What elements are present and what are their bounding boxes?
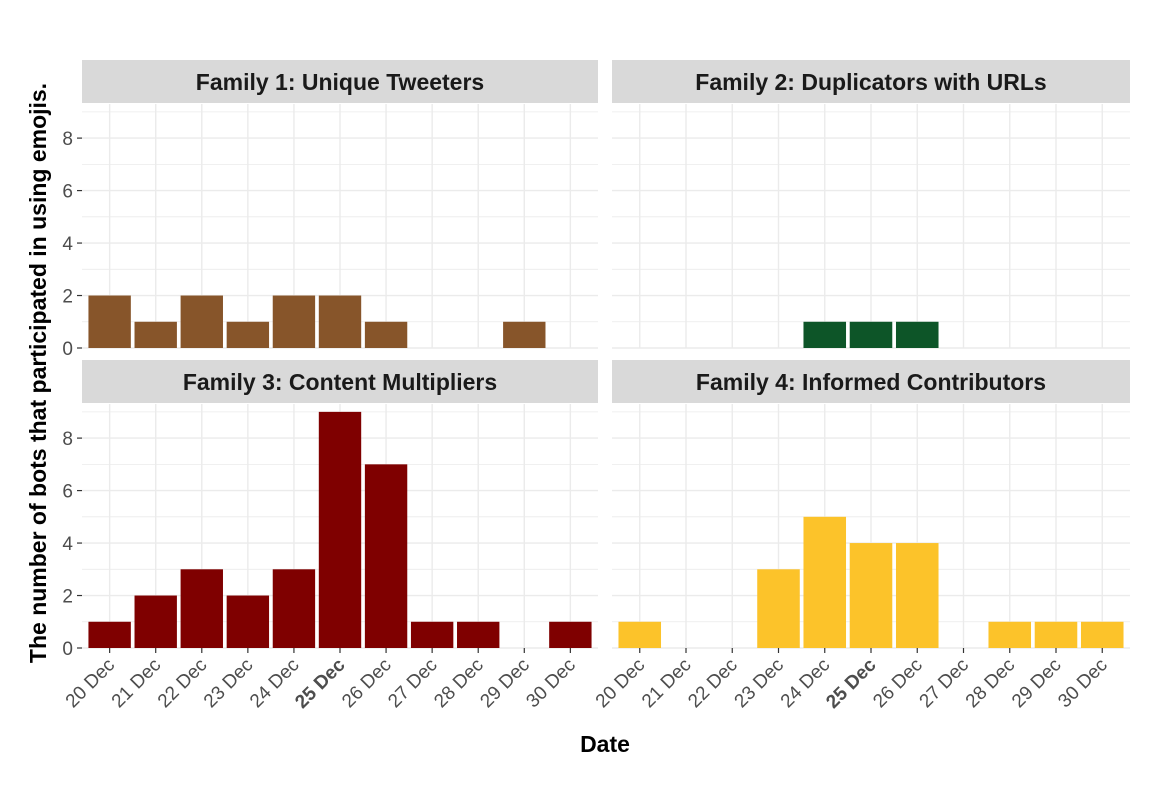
y-tick-label: 4: [62, 534, 73, 555]
y-tick-label: 2: [62, 587, 73, 608]
facet-strip: [612, 60, 1130, 103]
x-tick-label-27-dec: 27 Dec: [916, 655, 973, 712]
x-tick-label-29-dec: 29 Dec: [1008, 655, 1065, 712]
x-tick-label-28-dec: 28 Dec: [430, 655, 487, 712]
facet-title: Family 4: Informed Contributors: [696, 369, 1046, 395]
x-tick-label-24-dec: 24 Dec: [246, 655, 303, 712]
y-tick-label: 8: [62, 429, 73, 450]
x-tick-label-20-dec: 20 Dec: [62, 655, 119, 712]
x-tick-label-22-dec: 22 Dec: [154, 655, 211, 712]
facet-panels: Family 1: Unique Tweeters 0 2 4 6 8 Family 2: …: [62, 60, 1130, 660]
x-tick-label-30-dec: 30 Dec: [522, 655, 579, 712]
bar-25-dec: [849, 543, 893, 648]
bar-21-dec: [134, 595, 177, 648]
bar-20-dec: [88, 621, 131, 648]
x-tick-label-26-dec: 26 Dec: [869, 655, 926, 712]
bar-26-dec: [895, 321, 939, 348]
facet-panel-4: Family 4: Informed Contributors: [612, 360, 1130, 649]
bar-20-dec: [88, 295, 131, 348]
bar-26-dec: [895, 543, 939, 648]
bar-28-dec: [457, 621, 500, 648]
bar-30-dec: [549, 621, 592, 648]
facet-strip: [82, 60, 598, 103]
bar-20-dec: [618, 621, 662, 648]
facet-title: Family 2: Duplicators with URLs: [695, 69, 1046, 95]
bar-22-dec: [180, 569, 223, 648]
x-tick-label-21-dec: 21 Dec: [638, 655, 695, 712]
x-tick-label-25-dec: 25 Dec: [822, 654, 880, 712]
x-tick-label-20-dec: 20 Dec: [592, 655, 649, 712]
x-tick-label-23-dec: 23 Dec: [200, 655, 257, 712]
x-tick-label-26-dec: 26 Dec: [338, 655, 395, 712]
bar-26-dec: [364, 464, 408, 648]
bar-26-dec: [364, 321, 408, 348]
bar-24-dec: [803, 516, 847, 648]
y-tick-label: 6: [62, 182, 73, 203]
bar-25-dec: [849, 321, 893, 348]
y-tick-label: 0: [62, 339, 73, 360]
y-tick-label: 0: [62, 639, 73, 660]
x-tick-label-22-dec: 22 Dec: [684, 655, 741, 712]
bar-22-dec: [180, 295, 223, 348]
bar-24-dec: [272, 295, 316, 348]
x-axis-title: Date: [580, 731, 630, 757]
x-tick-label-30-dec: 30 Dec: [1054, 655, 1111, 712]
y-tick-label: 4: [62, 234, 73, 255]
x-tick-label-29-dec: 29 Dec: [476, 655, 533, 712]
bar-21-dec: [134, 321, 177, 348]
x-tick-label-28-dec: 28 Dec: [962, 655, 1019, 712]
bar-30-dec: [1080, 621, 1124, 648]
bar-23-dec: [226, 595, 270, 648]
bar-28-dec: [988, 621, 1032, 648]
x-tick-label-24-dec: 24 Dec: [777, 655, 834, 712]
bar-25-dec: [318, 411, 362, 648]
bar-29-dec: [503, 321, 546, 348]
bar-23-dec: [757, 569, 800, 648]
facet-strip: [82, 360, 598, 403]
bar-24-dec: [803, 321, 847, 348]
facet-panel-2: Family 2: Duplicators with URLs: [612, 60, 1130, 349]
facet-title: Family 3: Content Multipliers: [183, 369, 497, 395]
x-tick-label-25-dec: 25 Dec: [291, 654, 349, 712]
facet-title: Family 1: Unique Tweeters: [196, 69, 484, 95]
facet-panel-1: Family 1: Unique Tweeters 0 2 4 6 8: [62, 60, 598, 360]
y-tick-label: 6: [62, 482, 73, 503]
x-tick-label-27-dec: 27 Dec: [384, 655, 441, 712]
bar-29-dec: [1034, 621, 1078, 648]
x-tick-label-23-dec: 23 Dec: [731, 655, 788, 712]
y-tick-label: 2: [62, 287, 73, 308]
facet-panel-3: Family 3: Content Multipliers 0 2 4 6 8: [62, 360, 598, 660]
x-tick-label-21-dec: 21 Dec: [108, 655, 165, 712]
y-tick-label: 8: [62, 129, 73, 150]
bar-27-dec: [410, 621, 454, 648]
facet-strip: [612, 360, 1130, 403]
bar-25-dec: [318, 295, 362, 348]
y-axis-title: The number of bots that participated in …: [25, 83, 51, 663]
bar-24-dec: [272, 569, 316, 648]
bar-23-dec: [226, 321, 270, 348]
